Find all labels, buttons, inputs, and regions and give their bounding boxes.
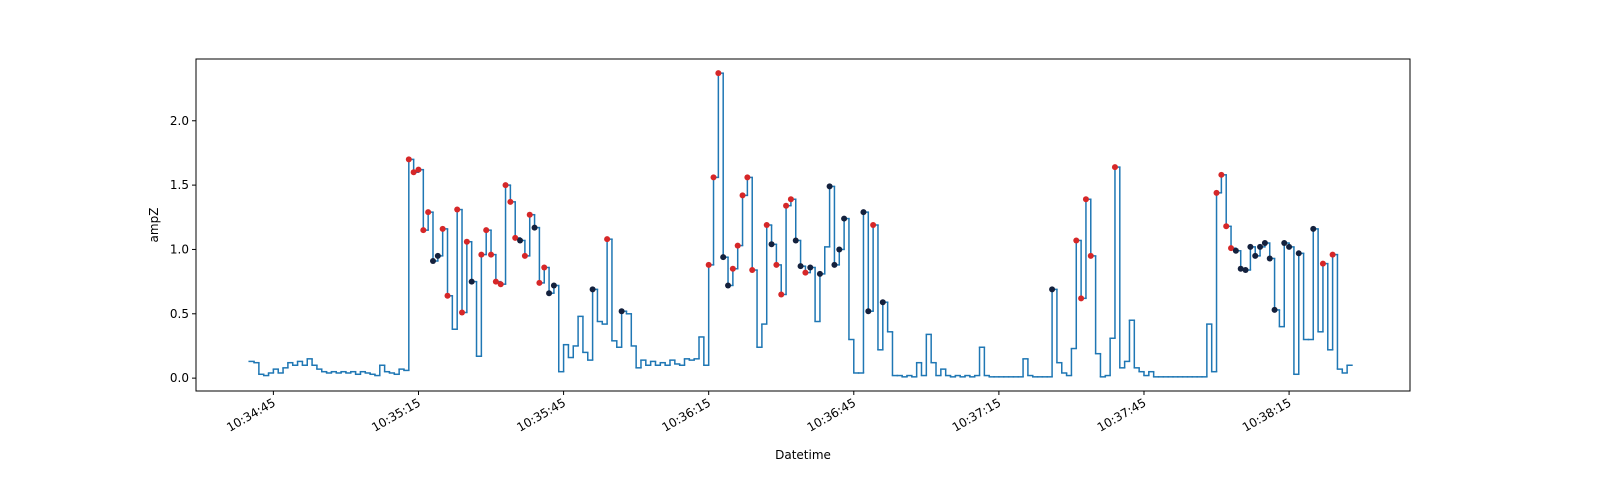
point	[454, 206, 461, 213]
point	[749, 267, 756, 274]
point	[541, 264, 548, 271]
point	[1232, 247, 1239, 254]
y-axis-label: ampZ	[147, 208, 161, 243]
point	[783, 202, 790, 209]
point	[463, 238, 470, 245]
point	[816, 270, 823, 277]
point	[1257, 243, 1264, 250]
point	[550, 282, 557, 289]
point	[1271, 306, 1278, 313]
point	[729, 265, 736, 272]
point	[1237, 265, 1244, 272]
point	[429, 258, 436, 265]
point	[1213, 189, 1220, 196]
point	[521, 252, 528, 259]
point	[792, 237, 799, 244]
point	[502, 182, 509, 189]
point	[1261, 240, 1268, 247]
point	[1281, 240, 1288, 247]
point	[483, 227, 490, 234]
point	[1087, 252, 1094, 259]
point	[434, 252, 441, 259]
point	[425, 209, 432, 216]
point	[836, 246, 843, 253]
point	[773, 261, 780, 268]
point	[710, 174, 717, 181]
point	[1252, 252, 1259, 259]
point	[1049, 286, 1056, 293]
point	[715, 70, 722, 77]
point	[763, 222, 770, 228]
point	[459, 309, 466, 316]
point	[439, 225, 446, 232]
point	[1295, 250, 1302, 257]
point	[1082, 196, 1089, 203]
point	[546, 290, 553, 297]
y-tick-label: 2.0	[170, 114, 189, 128]
point	[589, 286, 596, 293]
point	[865, 308, 872, 315]
point	[1329, 251, 1336, 258]
point	[725, 282, 732, 289]
point	[1319, 260, 1326, 267]
point	[1223, 223, 1230, 230]
point	[420, 227, 427, 234]
point	[720, 254, 727, 261]
x-axis-label: Datetime	[775, 448, 831, 462]
point	[797, 263, 804, 270]
point	[536, 279, 543, 286]
point	[1310, 225, 1317, 232]
point	[1266, 255, 1273, 262]
point	[410, 169, 417, 176]
point	[1073, 237, 1080, 244]
point	[739, 192, 746, 199]
point	[831, 261, 838, 268]
point	[478, 251, 485, 258]
y-tick-label: 0.5	[170, 307, 189, 321]
plot-frame	[195, 58, 1411, 392]
point	[705, 261, 712, 268]
point	[405, 156, 412, 163]
point	[517, 237, 524, 244]
point	[492, 278, 499, 285]
point	[744, 174, 751, 181]
point	[1242, 267, 1249, 274]
y-tick-label: 1.5	[170, 178, 189, 192]
y-tick-label: 0.0	[170, 371, 189, 385]
point	[787, 196, 794, 203]
point	[870, 222, 877, 228]
point	[1218, 171, 1225, 178]
point	[497, 281, 504, 288]
point	[488, 251, 495, 258]
point	[1247, 243, 1254, 250]
point	[444, 292, 451, 299]
point	[618, 308, 625, 315]
point	[807, 264, 814, 271]
point	[841, 215, 848, 222]
point	[604, 236, 611, 243]
point	[531, 224, 538, 231]
point	[879, 299, 886, 306]
point	[507, 198, 514, 205]
point	[768, 241, 775, 248]
point	[778, 291, 785, 298]
point	[526, 211, 533, 218]
point	[512, 234, 519, 241]
point	[1228, 245, 1235, 252]
point	[802, 269, 809, 276]
point	[734, 242, 741, 249]
point	[860, 209, 867, 216]
point	[415, 166, 422, 173]
point	[1286, 243, 1293, 250]
point	[826, 183, 833, 190]
point	[1111, 164, 1118, 171]
point	[1078, 295, 1085, 302]
y-tick-label: 1.0	[170, 242, 189, 256]
point	[468, 278, 475, 285]
